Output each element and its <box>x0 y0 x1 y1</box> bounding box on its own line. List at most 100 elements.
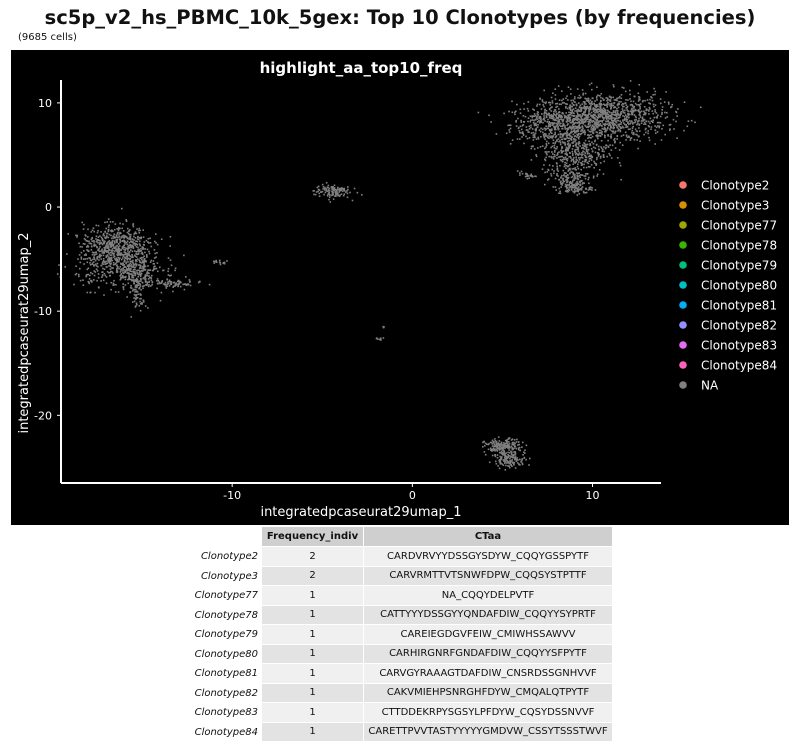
cell-point <box>563 180 566 183</box>
cell-point <box>624 114 627 116</box>
cell-point <box>511 441 514 444</box>
cell-point <box>612 110 615 112</box>
cell-point <box>511 456 514 459</box>
cell-point <box>332 191 335 194</box>
cell-point <box>118 236 121 238</box>
cell-point <box>155 242 157 244</box>
cell-point <box>583 117 586 120</box>
cell-point <box>652 112 654 115</box>
cell-point <box>654 109 656 111</box>
cell-point <box>587 155 590 158</box>
cell-point <box>149 237 151 240</box>
cell-point <box>91 253 94 256</box>
x-tick-label: -10 <box>223 489 241 502</box>
cell-point <box>346 190 348 192</box>
cell-point <box>113 252 115 255</box>
cell-point <box>571 105 573 108</box>
cell-point <box>140 269 143 272</box>
cell-point <box>555 128 557 131</box>
cell-point <box>526 137 529 140</box>
cell-point <box>618 95 621 98</box>
cell-point <box>608 95 611 98</box>
cell-point <box>511 139 514 141</box>
cell-point <box>549 114 551 117</box>
cell-point <box>561 146 563 148</box>
cell-point <box>566 124 569 126</box>
cell-point <box>605 117 607 119</box>
cell-point <box>89 291 91 294</box>
ctaa-cell: CATTYYYDSSGYYQNDAFDIW_CQQYYSYPRTF <box>363 604 613 625</box>
cell-point <box>595 131 598 133</box>
cell-point <box>107 258 109 260</box>
cell-point <box>576 184 578 186</box>
cell-point <box>597 155 600 157</box>
cell-point <box>503 112 505 115</box>
cell-point <box>124 243 126 245</box>
cell-point <box>114 263 116 266</box>
cell-point <box>558 120 561 123</box>
cell-point <box>120 249 122 251</box>
cell-point <box>497 444 499 446</box>
cell-point <box>103 268 106 270</box>
cell-point <box>85 253 87 255</box>
cell-point <box>104 261 106 263</box>
cell-point <box>597 123 600 126</box>
cell-point <box>142 269 145 271</box>
frequency-cell: 2 <box>261 546 364 567</box>
cell-point <box>102 258 105 260</box>
cell-point <box>84 238 87 241</box>
cell-point <box>516 462 519 464</box>
cell-point <box>651 110 654 112</box>
cell-point <box>624 90 627 93</box>
cell-point <box>588 101 590 103</box>
cell-point <box>324 191 327 194</box>
cell-point <box>500 444 503 446</box>
cell-point <box>576 130 579 133</box>
cell-point <box>156 243 159 246</box>
cell-point <box>146 271 149 273</box>
cell-point <box>169 274 171 277</box>
cell-point <box>105 236 108 238</box>
cell-point <box>558 120 560 122</box>
cell-point <box>655 126 658 129</box>
cell-point <box>569 164 571 166</box>
cell-point <box>591 150 594 153</box>
cell-point <box>124 266 126 268</box>
cell-point <box>153 249 156 251</box>
cell-point <box>613 117 616 120</box>
cell-point <box>577 163 579 166</box>
cell-point <box>617 123 620 126</box>
cell-point <box>127 271 129 274</box>
cell-point <box>116 260 118 262</box>
cell-point <box>625 126 627 128</box>
cell-point <box>575 152 578 155</box>
cell-point <box>632 100 635 103</box>
cell-point <box>524 175 527 178</box>
cell-point <box>119 241 121 244</box>
cell-point <box>629 93 631 96</box>
cell-point <box>533 109 535 111</box>
cell-point <box>690 119 693 122</box>
cell-point <box>601 127 604 130</box>
cell-point <box>126 243 128 246</box>
cell-point <box>91 229 94 231</box>
cell-point <box>580 156 583 158</box>
cell-point <box>610 114 612 117</box>
cell-point <box>629 137 632 140</box>
cell-point <box>143 267 145 270</box>
cell-point <box>572 99 574 102</box>
cell-point <box>167 274 170 276</box>
cell-point <box>94 271 97 273</box>
cell-point <box>555 136 557 138</box>
cell-point <box>545 144 548 147</box>
cell-point <box>140 256 143 259</box>
cell-point <box>571 183 573 185</box>
cell-point <box>591 120 593 123</box>
cell-point <box>556 146 558 148</box>
cell-point <box>123 235 126 238</box>
cell-point <box>87 246 90 248</box>
cell-point <box>631 112 633 115</box>
cell-point <box>567 190 570 193</box>
cell-point <box>79 261 82 264</box>
cell-point <box>106 262 109 264</box>
